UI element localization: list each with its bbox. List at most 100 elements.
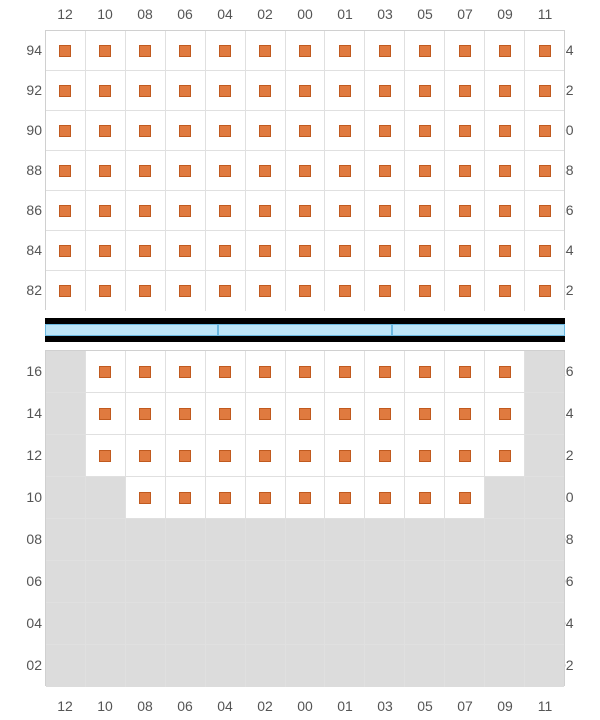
seat-cell[interactable] — [86, 151, 126, 190]
seat-cell[interactable] — [325, 351, 365, 392]
seat-cell[interactable] — [166, 151, 206, 190]
seat-cell[interactable] — [485, 271, 525, 311]
seat-marker[interactable] — [459, 85, 471, 97]
seat-marker[interactable] — [219, 125, 231, 137]
seat-cell[interactable] — [126, 351, 166, 392]
seat-marker[interactable] — [139, 245, 151, 257]
seat-marker[interactable] — [219, 165, 231, 177]
seat-marker[interactable] — [219, 492, 231, 504]
seat-marker[interactable] — [339, 408, 351, 420]
seat-marker[interactable] — [339, 285, 351, 297]
seat-cell[interactable] — [206, 271, 246, 311]
seat-marker[interactable] — [179, 125, 191, 137]
seat-cell[interactable] — [445, 435, 485, 476]
seat-cell[interactable] — [365, 231, 405, 270]
seat-cell[interactable] — [525, 111, 564, 150]
seat-marker[interactable] — [179, 366, 191, 378]
seat-marker[interactable] — [99, 125, 111, 137]
seat-marker[interactable] — [339, 45, 351, 57]
seat-cell[interactable] — [246, 393, 286, 434]
seat-marker[interactable] — [299, 205, 311, 217]
seat-cell[interactable] — [365, 477, 405, 518]
seat-cell[interactable] — [166, 477, 206, 518]
seat-marker[interactable] — [139, 85, 151, 97]
seat-cell[interactable] — [286, 435, 326, 476]
seat-marker[interactable] — [259, 205, 271, 217]
seat-cell[interactable] — [126, 111, 166, 150]
seat-marker[interactable] — [499, 366, 511, 378]
seat-marker[interactable] — [419, 366, 431, 378]
seat-marker[interactable] — [539, 85, 551, 97]
seat-marker[interactable] — [179, 492, 191, 504]
seat-cell[interactable] — [325, 151, 365, 190]
seat-cell[interactable] — [525, 231, 564, 270]
seat-cell[interactable] — [166, 111, 206, 150]
seat-cell[interactable] — [365, 31, 405, 70]
seat-marker[interactable] — [379, 285, 391, 297]
seat-cell[interactable] — [485, 151, 525, 190]
seat-cell[interactable] — [525, 71, 564, 110]
seat-cell[interactable] — [485, 435, 525, 476]
seat-cell[interactable] — [286, 393, 326, 434]
seat-cell[interactable] — [365, 393, 405, 434]
seat-cell[interactable] — [286, 231, 326, 270]
seat-cell[interactable] — [286, 191, 326, 230]
seat-cell[interactable] — [246, 271, 286, 311]
seat-marker[interactable] — [539, 125, 551, 137]
seat-cell[interactable] — [485, 31, 525, 70]
seat-marker[interactable] — [99, 165, 111, 177]
seat-marker[interactable] — [59, 125, 71, 137]
seat-marker[interactable] — [459, 45, 471, 57]
seat-marker[interactable] — [499, 408, 511, 420]
seat-marker[interactable] — [499, 45, 511, 57]
seat-marker[interactable] — [379, 125, 391, 137]
seat-cell[interactable] — [246, 477, 286, 518]
seat-cell[interactable] — [445, 111, 485, 150]
seat-cell[interactable] — [166, 351, 206, 392]
seat-cell[interactable] — [46, 191, 86, 230]
seat-cell[interactable] — [86, 191, 126, 230]
seat-marker[interactable] — [299, 492, 311, 504]
seat-cell[interactable] — [445, 151, 485, 190]
seat-marker[interactable] — [259, 408, 271, 420]
seat-cell[interactable] — [325, 435, 365, 476]
seat-marker[interactable] — [59, 85, 71, 97]
seat-cell[interactable] — [365, 271, 405, 311]
seat-marker[interactable] — [459, 450, 471, 462]
seat-cell[interactable] — [286, 31, 326, 70]
seat-marker[interactable] — [499, 125, 511, 137]
seat-marker[interactable] — [539, 45, 551, 57]
seat-cell[interactable] — [365, 71, 405, 110]
seat-cell[interactable] — [86, 271, 126, 311]
seat-marker[interactable] — [259, 85, 271, 97]
seat-marker[interactable] — [539, 205, 551, 217]
seat-marker[interactable] — [179, 245, 191, 257]
seat-cell[interactable] — [166, 191, 206, 230]
seat-marker[interactable] — [299, 450, 311, 462]
seat-marker[interactable] — [379, 85, 391, 97]
seat-cell[interactable] — [485, 351, 525, 392]
seat-marker[interactable] — [299, 85, 311, 97]
seat-marker[interactable] — [99, 366, 111, 378]
seat-cell[interactable] — [166, 271, 206, 311]
seat-cell[interactable] — [445, 191, 485, 230]
seat-marker[interactable] — [419, 45, 431, 57]
seat-marker[interactable] — [219, 408, 231, 420]
seat-cell[interactable] — [206, 31, 246, 70]
seat-marker[interactable] — [459, 285, 471, 297]
seat-marker[interactable] — [299, 408, 311, 420]
seat-cell[interactable] — [325, 71, 365, 110]
seat-marker[interactable] — [139, 165, 151, 177]
seat-cell[interactable] — [246, 231, 286, 270]
seat-marker[interactable] — [219, 85, 231, 97]
seat-cell[interactable] — [485, 393, 525, 434]
seat-cell[interactable] — [405, 435, 445, 476]
seat-marker[interactable] — [339, 205, 351, 217]
seat-cell[interactable] — [525, 271, 564, 311]
seat-cell[interactable] — [325, 477, 365, 518]
seat-marker[interactable] — [419, 165, 431, 177]
seat-cell[interactable] — [246, 71, 286, 110]
seat-marker[interactable] — [539, 245, 551, 257]
seat-cell[interactable] — [206, 151, 246, 190]
seat-marker[interactable] — [139, 205, 151, 217]
